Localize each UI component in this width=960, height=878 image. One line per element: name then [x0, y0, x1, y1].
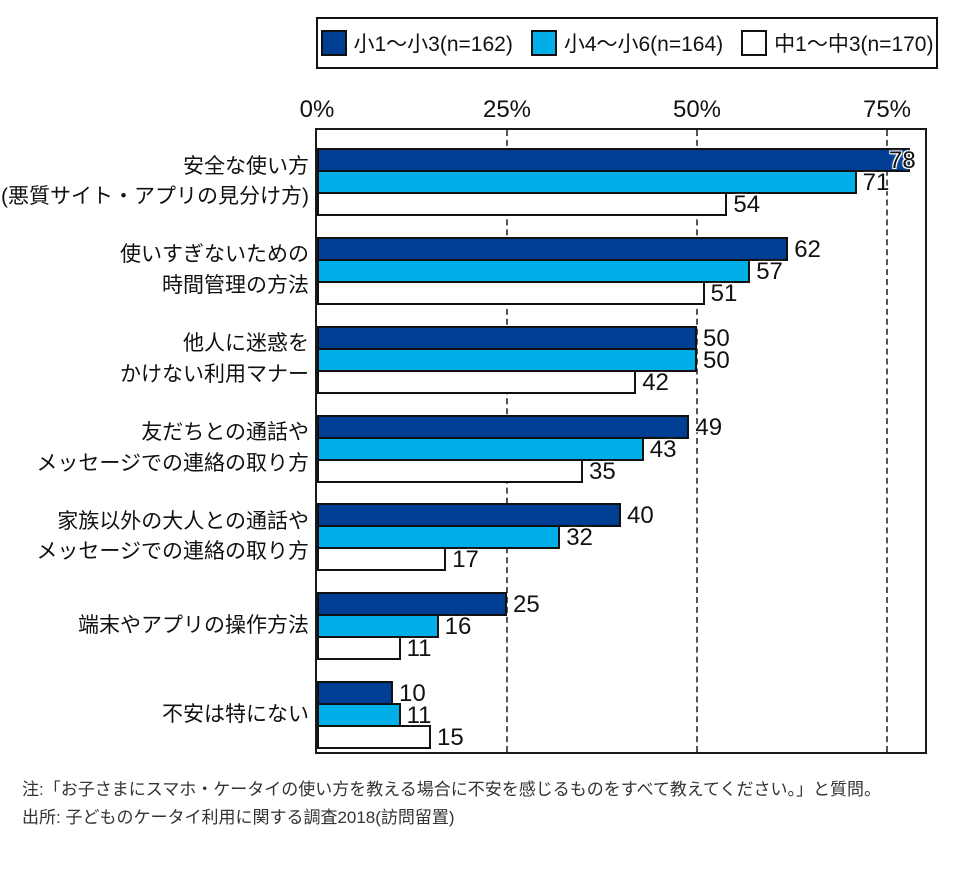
category-label-6: 不安は特にない [162, 702, 309, 726]
footnotes: 注:「お子さまにスマホ・ケータイの使い方を教える場合に不安を感じるものをすべて教… [22, 776, 881, 832]
value-label-series0-cat4: 40 [627, 502, 654, 529]
value-label-series0-cat2: 50 [703, 325, 730, 352]
legend-label: 中1〜中3(n=170) [774, 33, 934, 56]
bar-series0-cat3 [317, 415, 690, 439]
bar-series1-cat2 [317, 348, 697, 372]
x-tick-label-75%: 75% [862, 96, 912, 123]
bar-series1-cat1 [317, 259, 751, 283]
legend-item-1: 小4〜小6(n=164) [530, 28, 724, 58]
value-label-series1-cat3: 43 [649, 436, 677, 463]
value-label-series1-cat5: 16 [444, 613, 472, 640]
bar-series2-cat3 [317, 459, 583, 483]
value-label-series2-cat2: 42 [642, 369, 669, 396]
x-tick-label-50%: 50% [672, 96, 722, 123]
plot-area: 78 71 54 62 57 51 50 50 42 49 43 35 40 32 17 25 16 11 10 11… [315, 128, 927, 754]
x-tick-label-25%: 25% [482, 96, 532, 123]
gridline-75% [886, 130, 888, 752]
x-tick-label-0%: 0% [299, 96, 335, 123]
bar-series2-cat0 [317, 192, 728, 216]
legend-item-2: 中1〜中3(n=170) [741, 28, 933, 58]
bar-series1-cat3 [317, 437, 644, 461]
legend-item-0: 小1〜小3(n=162) [320, 28, 513, 58]
bar-series1-cat6 [317, 703, 401, 727]
bar-series0-cat0 [317, 148, 910, 172]
legend-label: 小4〜小6(n=164) [563, 33, 724, 56]
value-label-series2-cat5: 11 [406, 635, 432, 662]
bar-series0-cat1 [317, 237, 789, 261]
bar-series2-cat1 [317, 281, 705, 305]
bar-series1-cat4 [317, 525, 561, 549]
value-label-series2-cat1: 51 [710, 280, 738, 307]
category-label-5: 端末やアプリの操作方法 [78, 614, 309, 638]
bar-series1-cat5 [317, 614, 439, 638]
bar-series0-cat5 [317, 592, 507, 616]
category-label-0: 安全な使い方 (悪質サイト・アプリの見分け方) [1, 154, 309, 208]
legend-swatch-icon [320, 30, 347, 56]
legend-swatch-icon [530, 30, 557, 56]
bar-series0-cat6 [317, 681, 393, 705]
value-label-series0-cat6: 10 [399, 680, 426, 707]
bar-series2-cat2 [317, 370, 637, 394]
value-label-series2-cat3: 35 [589, 458, 616, 485]
value-label-series0-cat5: 25 [513, 591, 540, 618]
bar-series2-cat4 [317, 547, 447, 571]
bar-series1-cat0 [317, 170, 857, 194]
value-label-series1-cat0: 71 [862, 169, 890, 196]
note-source: 出所: 子どものケータイ利用に関する調査2018(訪問留置) [22, 808, 455, 828]
value-label-series2-cat0: 54 [733, 191, 761, 218]
legend-label: 小1〜小3(n=162) [353, 33, 513, 56]
note-question: 注:「お子さまにスマホ・ケータイの使い方を教える場合に不安を感じるものをすべて教… [22, 780, 881, 799]
category-label-1: 使いすぎないための 時間管理の方法 [120, 243, 309, 297]
value-label-series0-cat0: 78 [889, 147, 916, 174]
value-label-series1-cat2: 50 [703, 347, 730, 374]
value-label-series2-cat4: 17 [452, 546, 479, 573]
gridline-50% [696, 130, 698, 752]
value-label-series1-cat6: 11 [406, 702, 432, 729]
category-label-2: 他人に迷惑を かけない利用マナー [120, 332, 309, 386]
legend: 小1〜小3(n=162) 小4〜小6(n=164) 中1〜中3(n=170) [316, 17, 938, 69]
value-label-series1-cat4: 32 [566, 524, 593, 551]
value-label-series2-cat6: 15 [437, 724, 464, 751]
bar-series2-cat5 [317, 636, 401, 660]
value-label-series0-cat1: 62 [794, 236, 821, 263]
value-label-series1-cat1: 57 [756, 258, 783, 285]
bar-series2-cat6 [317, 725, 431, 749]
bar-series0-cat2 [317, 326, 697, 350]
value-label-series0-cat3: 49 [695, 414, 723, 441]
legend-swatch-icon [741, 30, 768, 56]
category-label-3: 友だちとの通話や メッセージでの連絡の取り方 [36, 421, 309, 475]
category-label-4: 家族以外の大人との通話や メッセージでの連絡の取り方 [36, 509, 309, 564]
